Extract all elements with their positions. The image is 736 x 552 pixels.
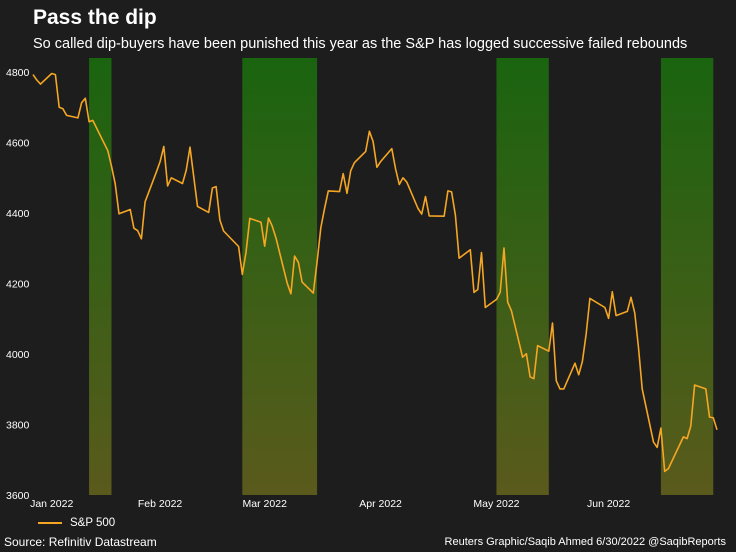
x-tick-label: Jan 2022: [30, 498, 73, 510]
shaded-period-4: [660, 58, 714, 495]
shaded-period-1: [89, 58, 112, 495]
legend-label-sp500: S&P 500: [70, 517, 116, 529]
x-axis: Jan 2022 Feb 2022 Mar 2022 Apr 2022 May 2022…: [30, 498, 630, 510]
y-tick-label-4200: 4200: [6, 279, 30, 291]
chart-title: Pass the dip: [33, 6, 157, 29]
x-tick-label: Apr 2022: [359, 498, 402, 510]
x-tick-label: Feb 2022: [138, 498, 183, 510]
shaded-period-2: [242, 58, 318, 495]
shaded-period-3: [496, 58, 549, 495]
legend-swatch-sp500: [38, 522, 62, 524]
x-tick-label: May 2022: [473, 498, 519, 510]
y-tick-label-3600: 3600: [6, 490, 30, 502]
credit-note: Reuters Graphic/Saqib Ahmed 6/30/2022 @S…: [444, 536, 726, 548]
x-tick-label: Jun 2022: [587, 498, 630, 510]
y-tick-label-4000: 4000: [6, 349, 30, 361]
chart-subtitle: So called dip-buyers have been punished …: [33, 36, 688, 52]
shaded-periods: [89, 58, 714, 495]
legend: S&P 500: [38, 517, 115, 529]
y-tick-label-4800: 4800: [6, 67, 30, 79]
x-tick-label: Mar 2022: [243, 498, 288, 510]
y-tick-label-4600: 4600: [6, 138, 30, 150]
source-note: Source: Refinitiv Datastream: [4, 535, 157, 549]
y-tick-label-3800: 3800: [6, 420, 30, 432]
series-group: [32, 72, 718, 473]
y-axis: 3600 3800 4000 4200 4400 4600 4800: [6, 67, 30, 502]
y-tick-label-4400: 4400: [6, 208, 30, 220]
series-line-sp500: [32, 72, 718, 473]
